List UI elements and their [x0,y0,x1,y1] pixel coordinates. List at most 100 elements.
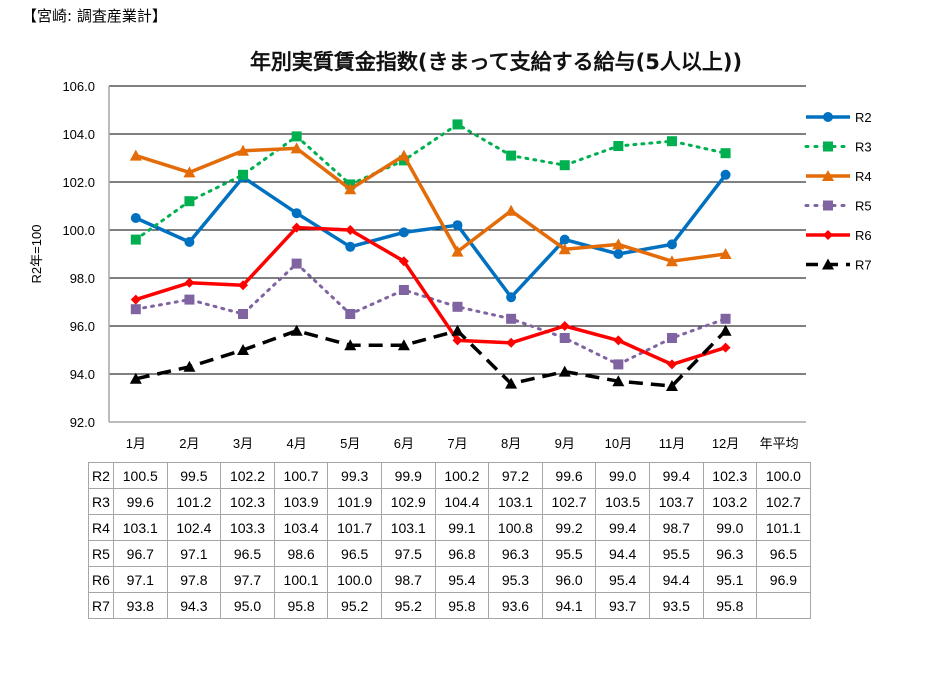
series-r7 [129,324,732,391]
table-cell [756,592,811,619]
data-point [237,144,250,156]
data-point [452,119,463,130]
table-cell: 103.9 [273,488,329,515]
x-tick-label: 5月 [340,436,360,451]
data-point [452,301,463,312]
data-point [720,342,731,353]
data-point [719,248,732,259]
table-cell: 96.5 [327,540,382,567]
data-point [612,238,625,250]
legend-label: R3 [855,140,872,155]
table-cell: 103.1 [113,514,168,541]
table-cell: 102.4 [166,514,222,541]
data-point [238,280,249,291]
table-cell: 98.6 [273,540,329,567]
data-point [822,258,834,270]
series-r6 [130,222,731,370]
table-cell: 104.4 [434,488,490,515]
row-header: R2 [88,462,114,489]
series-line [135,146,726,263]
x-tick-label: 7月 [447,436,467,451]
y-axis-label: R2年=100 [29,225,44,284]
table-cell: 95.5 [648,540,704,567]
data-point [613,249,624,259]
series-r4 [129,142,732,267]
table-cell: 93.8 [113,592,168,619]
table-cell: 100.2 [434,462,490,489]
data-point [130,213,141,223]
table-cell: 102.7 [541,488,597,515]
table-row: R7 93.8 94.3 95.0 95.8 95.2 95.2 95.8 93.6 94.1 93… [88,592,811,619]
x-tick-label: 9月 [555,436,575,451]
table-cell: 96.3 [702,540,758,567]
legend-label: R2 [855,110,872,125]
table-cell: 94.4 [648,566,704,593]
table-cell: 103.2 [702,488,758,515]
table-cell: 99.2 [541,514,597,541]
table-cell: 96.9 [756,566,811,593]
series-r5 [130,258,731,370]
table-cell: 96.5 [220,540,275,567]
chart-title: 年別実質賃金指数(きまって支給する給与(5人以上)) [249,50,743,74]
data-point [184,237,195,247]
table-cell: 95.2 [327,592,382,619]
data-point [452,335,463,346]
legend-item-r4: R4 [806,169,872,184]
x-tick-label: 年平均 [760,436,799,451]
x-tick-label: 4月 [287,436,307,451]
series-line [135,225,727,367]
data-point [184,277,195,288]
table-cell: 101.9 [327,488,382,515]
data-point [291,208,302,219]
y-tick-label: 106.0 [62,79,95,94]
data-point [823,230,833,240]
table-row: R4 103.1 102.4 103.3 103.4 101.7 103.1 99.1 100.… [88,514,811,541]
table-cell: 97.1 [166,540,222,567]
y-tick-label: 94.0 [70,367,95,382]
legend-item-r3: R3 [804,140,872,155]
data-point [291,131,302,142]
row-header: R5 [88,540,114,567]
data-point [506,292,517,303]
data-point [237,344,250,355]
data-point [398,256,409,267]
table-cell: 99.6 [113,488,168,515]
table-cell: 97.8 [166,566,222,593]
table-cell: 94.4 [595,540,650,567]
table-cell: 101.2 [166,488,222,515]
data-point [238,309,249,319]
table-row: R6 97.1 97.8 97.7 100.1 100.0 98.7 95.4 95.3 96.0… [88,566,811,593]
x-tick-label: 3月 [233,436,253,451]
legend-label: R7 [855,258,872,273]
table-cell: 99.5 [166,462,222,489]
data-point [559,160,570,171]
table-cell: 102.3 [702,462,758,489]
region-header: 【宮崎: 調査産業計】 [22,7,167,25]
data-point [452,220,463,231]
data-point [823,141,833,152]
data-point [345,241,356,252]
table-row: R3 99.6 101.2 102.3 103.9 101.9 102.9 104.4 103.… [88,488,811,515]
data-point [130,234,141,245]
data-point [291,258,302,269]
x-tick-label: 11月 [659,436,686,451]
table-cell: 95.8 [273,592,329,619]
data-point [505,204,518,216]
x-tick-label: 8月 [501,436,521,451]
table-cell: 103.5 [595,488,650,515]
y-tick-label: 104.0 [62,127,95,142]
table-cell: 95.0 [220,592,275,619]
row-header: R7 [88,592,114,619]
table-cell: 97.1 [113,566,168,593]
data-point [613,335,624,346]
data-point [666,333,677,343]
table-cell: 102.2 [220,462,275,489]
table-cell: 97.7 [220,566,275,593]
data-point [183,360,196,372]
data-point [613,141,624,151]
x-tick-label: 6月 [394,436,414,451]
table-cell: 96.3 [488,540,543,567]
data-point [823,200,833,211]
data-point [506,150,517,161]
table-cell: 103.4 [273,514,329,541]
